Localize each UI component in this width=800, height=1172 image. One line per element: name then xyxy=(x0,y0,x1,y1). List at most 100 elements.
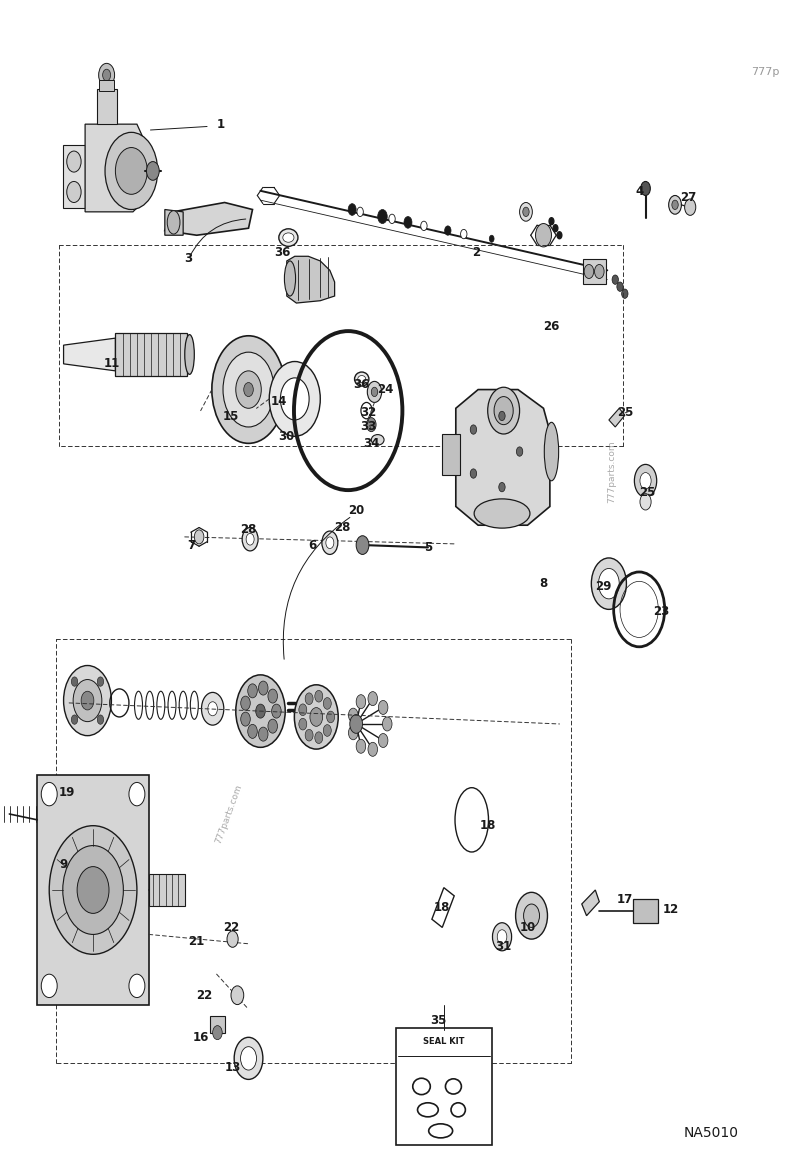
Circle shape xyxy=(470,425,477,434)
Circle shape xyxy=(66,182,81,203)
Circle shape xyxy=(105,132,158,210)
Circle shape xyxy=(98,715,104,724)
Circle shape xyxy=(71,677,78,687)
Circle shape xyxy=(371,387,378,396)
Text: 1: 1 xyxy=(217,117,225,130)
Circle shape xyxy=(672,200,678,210)
Text: 26: 26 xyxy=(543,320,560,333)
Circle shape xyxy=(348,204,356,216)
Circle shape xyxy=(63,666,111,736)
Text: 21: 21 xyxy=(188,935,204,948)
Circle shape xyxy=(223,352,274,427)
Circle shape xyxy=(389,214,395,224)
Circle shape xyxy=(248,724,258,738)
Circle shape xyxy=(490,236,494,243)
Text: 36: 36 xyxy=(274,246,290,259)
Text: 7: 7 xyxy=(187,539,195,552)
Circle shape xyxy=(378,701,388,715)
Text: 16: 16 xyxy=(193,1031,209,1044)
Circle shape xyxy=(445,226,451,236)
Text: 8: 8 xyxy=(539,577,548,591)
Circle shape xyxy=(66,151,81,172)
Polygon shape xyxy=(63,339,115,370)
Text: 33: 33 xyxy=(360,421,376,434)
Circle shape xyxy=(202,693,224,725)
Circle shape xyxy=(523,904,539,927)
Ellipse shape xyxy=(285,261,295,297)
Polygon shape xyxy=(85,124,145,212)
Circle shape xyxy=(516,447,522,456)
Circle shape xyxy=(246,533,254,545)
Circle shape xyxy=(208,702,218,716)
Text: 3: 3 xyxy=(185,252,193,265)
Circle shape xyxy=(212,336,285,443)
Ellipse shape xyxy=(167,211,180,234)
Circle shape xyxy=(244,382,254,396)
Polygon shape xyxy=(165,203,253,236)
Ellipse shape xyxy=(185,335,194,374)
Circle shape xyxy=(323,697,331,709)
Circle shape xyxy=(356,740,366,754)
Circle shape xyxy=(498,929,507,943)
Ellipse shape xyxy=(236,675,286,748)
Bar xyxy=(99,80,114,91)
Text: 2: 2 xyxy=(472,246,480,259)
Text: 12: 12 xyxy=(663,904,679,917)
Circle shape xyxy=(241,696,250,710)
Circle shape xyxy=(115,148,147,195)
Text: SEAL KIT: SEAL KIT xyxy=(423,1037,465,1047)
Circle shape xyxy=(488,387,519,434)
Circle shape xyxy=(248,683,258,697)
Ellipse shape xyxy=(294,684,338,749)
Circle shape xyxy=(617,282,623,292)
Text: 6: 6 xyxy=(308,539,317,552)
Circle shape xyxy=(129,783,145,806)
Polygon shape xyxy=(149,873,185,906)
Circle shape xyxy=(366,417,376,431)
Circle shape xyxy=(557,232,562,239)
Ellipse shape xyxy=(279,229,298,246)
Circle shape xyxy=(519,203,532,222)
Circle shape xyxy=(194,530,204,544)
Circle shape xyxy=(305,693,313,704)
Circle shape xyxy=(71,715,78,724)
Text: 36: 36 xyxy=(354,379,370,391)
Circle shape xyxy=(591,558,626,609)
Text: 27: 27 xyxy=(681,191,697,204)
Text: 10: 10 xyxy=(519,921,536,934)
Bar xyxy=(210,1016,225,1033)
Text: 777parts.com: 777parts.com xyxy=(606,441,616,503)
Circle shape xyxy=(350,715,362,734)
Circle shape xyxy=(299,718,306,730)
Circle shape xyxy=(323,724,331,736)
Circle shape xyxy=(62,845,123,934)
Text: 15: 15 xyxy=(223,410,239,423)
Text: NA5010: NA5010 xyxy=(683,1126,738,1140)
Circle shape xyxy=(268,689,278,703)
Polygon shape xyxy=(456,389,550,525)
Circle shape xyxy=(634,464,657,497)
Circle shape xyxy=(326,711,334,723)
Circle shape xyxy=(378,734,388,748)
Circle shape xyxy=(549,218,554,225)
Circle shape xyxy=(494,396,514,424)
Circle shape xyxy=(594,265,604,279)
Circle shape xyxy=(669,196,682,214)
Circle shape xyxy=(241,713,250,727)
Bar xyxy=(396,1028,492,1145)
Circle shape xyxy=(268,720,278,734)
Circle shape xyxy=(270,361,320,436)
Text: 22: 22 xyxy=(223,921,239,934)
Circle shape xyxy=(598,568,619,599)
Circle shape xyxy=(234,1037,263,1079)
Text: 28: 28 xyxy=(334,522,350,534)
Text: 25: 25 xyxy=(639,486,655,499)
Text: 20: 20 xyxy=(348,504,364,517)
Circle shape xyxy=(231,986,244,1004)
Circle shape xyxy=(421,222,427,231)
Text: 22: 22 xyxy=(197,989,213,1002)
Circle shape xyxy=(236,370,262,408)
Circle shape xyxy=(368,691,378,706)
Circle shape xyxy=(493,922,512,950)
Circle shape xyxy=(368,742,378,756)
